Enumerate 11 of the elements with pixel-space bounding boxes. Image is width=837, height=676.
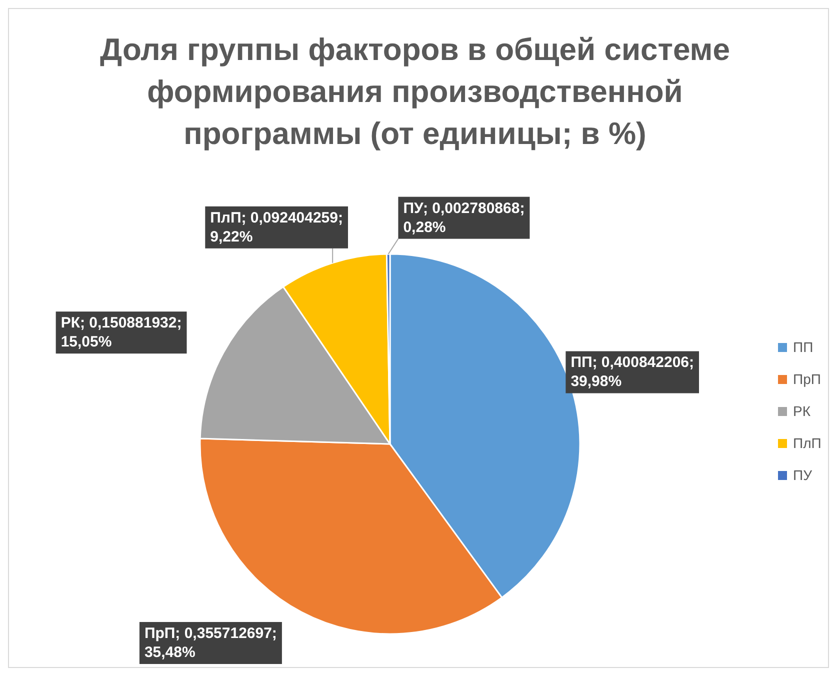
chart-title: Доля группы факторов в общей системе формирования производственной программы (от единицы; в %) (100, 32, 730, 151)
legend-label: ПрП (793, 371, 821, 387)
legend-label: ПУ (793, 467, 812, 483)
data-label: ПУ; 0,002780868; 0,28% (403, 200, 525, 236)
data-label: ПП; 0,400842206; 39,98% (570, 354, 694, 390)
data-label: РК; 0,150881932; 15,05% (60, 314, 182, 351)
data-label: ПлП; 0,092404259; 9,22% (210, 209, 343, 246)
legend-label: ПП (793, 339, 814, 355)
data-label: ПрП; 0,355712697; 35,48% (144, 625, 277, 661)
legend-label: РК (793, 403, 812, 419)
legend-label: ПлП (793, 435, 822, 451)
